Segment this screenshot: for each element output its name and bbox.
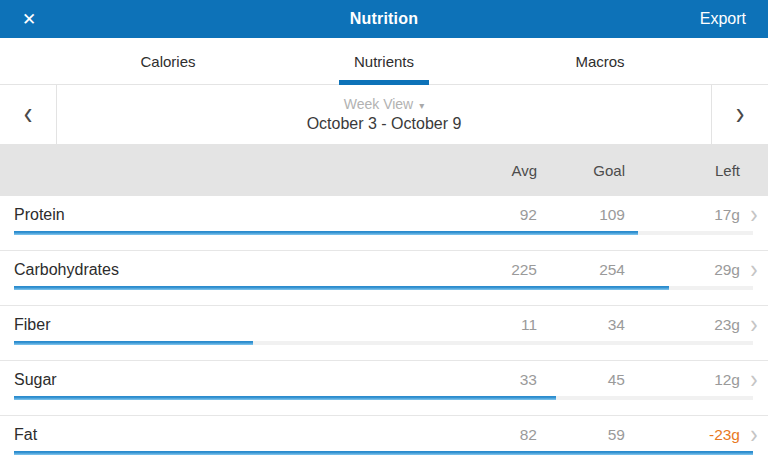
- week-view-label: Week View: [344, 96, 414, 112]
- row-name: Fiber: [14, 316, 457, 334]
- nutrient-row-fiber[interactable]: Fiber 11 34 23g ›: [0, 306, 768, 361]
- tab-macros[interactable]: Macros: [492, 38, 708, 84]
- row-goal-value: 45: [537, 371, 625, 389]
- tab-label: Macros: [575, 53, 624, 70]
- chevron-right-icon: ›: [740, 317, 768, 334]
- app-header: ✕ Nutrition Export: [0, 0, 768, 38]
- nutrient-row-fat[interactable]: Fat 82 59 -23g ›: [0, 416, 768, 466]
- progress-track: [14, 451, 753, 455]
- caret-down-icon: ▾: [419, 100, 424, 111]
- column-header-row: Avg Goal Left: [0, 144, 768, 196]
- nutrient-row-carbohydrates[interactable]: Carbohydrates 225 254 29g ›: [0, 251, 768, 306]
- close-button[interactable]: ✕: [22, 11, 36, 28]
- progress-track: [14, 341, 753, 345]
- week-selector: Week View ▾ October 3 - October 9: [57, 85, 711, 144]
- next-week-button[interactable]: ›: [711, 85, 768, 144]
- row-avg-value: 92: [457, 206, 537, 224]
- row-goal-value: 109: [537, 206, 625, 224]
- row-goal-value: 34: [537, 316, 625, 334]
- page-title: Nutrition: [0, 10, 768, 28]
- row-name: Carbohydrates: [14, 261, 457, 279]
- row-name: Fat: [14, 426, 457, 444]
- row-goal-value: 59: [537, 426, 625, 444]
- date-range: October 3 - October 9: [307, 115, 462, 133]
- nutrient-list: Protein 92 109 17g › Carbohydrates 225 2…: [0, 196, 768, 466]
- progress-fill: [14, 286, 669, 290]
- tab-label: Calories: [140, 53, 195, 70]
- prev-week-button[interactable]: ‹: [0, 85, 57, 144]
- row-left-value: 29g: [625, 261, 740, 279]
- progress-fill: [14, 341, 253, 345]
- chevron-left-icon: ‹: [24, 96, 33, 129]
- row-avg-value: 82: [457, 426, 537, 444]
- row-avg-value: 33: [457, 371, 537, 389]
- progress-fill: [14, 396, 556, 400]
- tab-nutrients[interactable]: Nutrients: [276, 38, 492, 84]
- nutrient-row-protein[interactable]: Protein 92 109 17g ›: [0, 196, 768, 251]
- nutrition-screen: ✕ Nutrition Export Calories Nutrients Ma…: [0, 0, 768, 466]
- row-left-value: 12g: [625, 371, 740, 389]
- row-left-value: 23g: [625, 316, 740, 334]
- row-name: Protein: [14, 206, 457, 224]
- close-icon: ✕: [22, 10, 36, 29]
- tab-calories[interactable]: Calories: [60, 38, 276, 84]
- progress-track: [14, 231, 753, 235]
- progress-fill: [14, 231, 638, 235]
- week-view-dropdown[interactable]: Week View ▾: [344, 96, 425, 112]
- export-button[interactable]: Export: [700, 10, 746, 28]
- tab-bar: Calories Nutrients Macros: [0, 38, 768, 85]
- row-name: Sugar: [14, 371, 457, 389]
- column-avg: Avg: [457, 162, 537, 179]
- nutrient-row-sugar[interactable]: Sugar 33 45 12g ›: [0, 361, 768, 416]
- week-navigation: ‹ Week View ▾ October 3 - October 9 ›: [0, 85, 768, 144]
- tab-label: Nutrients: [354, 53, 414, 70]
- row-goal-value: 254: [537, 261, 625, 279]
- chevron-right-icon: ›: [740, 207, 768, 224]
- progress-track: [14, 396, 753, 400]
- row-left-value: 17g: [625, 206, 740, 224]
- row-avg-value: 11: [457, 316, 537, 334]
- chevron-right-icon: ›: [740, 262, 768, 279]
- chevron-right-icon: ›: [740, 427, 768, 444]
- active-tab-indicator: [339, 80, 429, 85]
- progress-track: [14, 286, 753, 290]
- column-goal: Goal: [537, 162, 625, 179]
- row-left-value: -23g: [625, 426, 740, 444]
- progress-fill: [14, 451, 753, 455]
- chevron-right-icon: ›: [736, 96, 745, 129]
- chevron-right-icon: ›: [740, 372, 768, 389]
- column-left: Left: [625, 162, 740, 179]
- row-avg-value: 225: [457, 261, 537, 279]
